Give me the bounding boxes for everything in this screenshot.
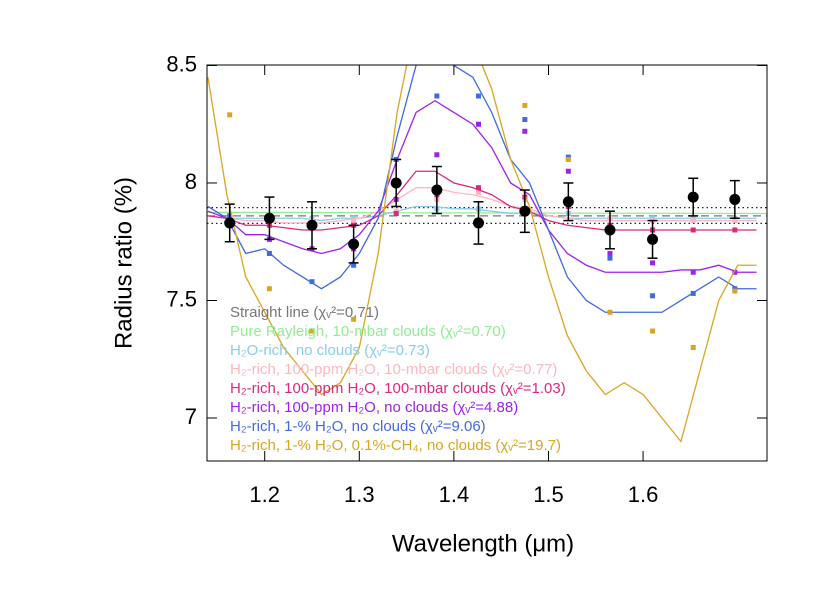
binned-model <box>434 152 440 158</box>
data-point <box>729 193 741 205</box>
x-tick-label: 1.4 <box>439 482 470 507</box>
binned-model <box>522 128 528 134</box>
binned-model <box>351 262 357 268</box>
x-tick-label: 1.6 <box>628 482 659 507</box>
binned-model <box>351 316 357 322</box>
data-point <box>431 184 443 196</box>
binned-model <box>266 286 272 292</box>
data-point <box>687 191 699 203</box>
data-point <box>647 233 659 245</box>
binned-model <box>650 328 656 334</box>
legend-entry: H₂-rich, 100-ppm H₂O, 100-mbar clouds (χ… <box>230 380 566 397</box>
legend-entry: Pure Rayleigh, 10-mbar clouds (χᵥ²=0.70) <box>230 323 506 340</box>
model-line <box>207 187 757 224</box>
binned-model <box>732 218 738 224</box>
model-line <box>207 170 757 231</box>
binned-model <box>732 227 738 233</box>
legend-entry: H₂-rich, 100-ppm H₂O, 10-mbar clouds (χᵥ… <box>230 361 557 378</box>
model-line <box>207 65 757 313</box>
binned-model <box>607 309 613 315</box>
data-point <box>472 217 484 229</box>
legend-entry: H₂-rich, 1-% H₂O, 0.1%-CH₄, no clouds (χ… <box>230 437 561 454</box>
legend-entry: Straight line (χᵥ²=0.71) <box>230 304 379 321</box>
binned-model <box>650 260 656 266</box>
y-axis-title: Radius ratio (%) <box>110 177 137 349</box>
binned-model <box>309 279 315 285</box>
binned-model <box>475 189 481 195</box>
binned-model <box>690 344 696 350</box>
binned-model <box>393 211 399 217</box>
model-line <box>207 211 767 215</box>
binned-model <box>266 250 272 256</box>
binned-model <box>434 93 440 99</box>
y-tick-label: 8 <box>185 169 197 194</box>
binned-model <box>475 121 481 127</box>
model-line <box>207 99 757 273</box>
legend-entry: H₂-rich, 100-ppm H₂O, no clouds (χᵥ²=4.8… <box>230 399 518 416</box>
legend-entry: H₂-rich, 1-% H₂O, no clouds (χᵥ²=9.06) <box>230 418 486 435</box>
binned-model <box>475 185 481 191</box>
binned-model <box>565 168 571 174</box>
binned-model <box>607 255 613 261</box>
data-point <box>562 196 574 208</box>
binned-model <box>690 227 696 233</box>
plot-frame <box>206 64 768 462</box>
binned-model <box>309 328 315 334</box>
binned-model <box>690 218 696 224</box>
binned-model <box>607 250 613 256</box>
x-axis-title: Wavelength (μm) <box>392 530 574 557</box>
binned-model <box>690 290 696 296</box>
model-line <box>207 205 757 222</box>
binned-model <box>522 117 528 123</box>
x-tick-label: 1.3 <box>344 482 375 507</box>
y-tick-label: 7.5 <box>166 286 197 311</box>
legend-entry: H₂O-rich, no clouds (χᵥ²=0.73) <box>230 342 430 359</box>
binned-model <box>732 269 738 275</box>
data-point <box>348 238 360 250</box>
data-point <box>519 205 531 217</box>
y-tick-label: 8.5 <box>166 51 197 76</box>
data-point <box>604 224 616 236</box>
x-tick-label: 1.2 <box>249 482 280 507</box>
y-tick-label: 7 <box>185 404 197 429</box>
binned-model <box>351 218 357 224</box>
binned-model <box>227 112 233 118</box>
data-point <box>224 217 236 229</box>
x-tick-label: 1.5 <box>533 482 564 507</box>
binned-model <box>565 156 571 162</box>
binned-model <box>732 288 738 294</box>
binned-model <box>690 269 696 275</box>
binned-model <box>650 293 656 299</box>
data-point <box>306 219 318 231</box>
data-point <box>263 212 275 224</box>
binned-model <box>522 102 528 108</box>
binned-model <box>475 93 481 99</box>
data-point <box>390 177 402 189</box>
